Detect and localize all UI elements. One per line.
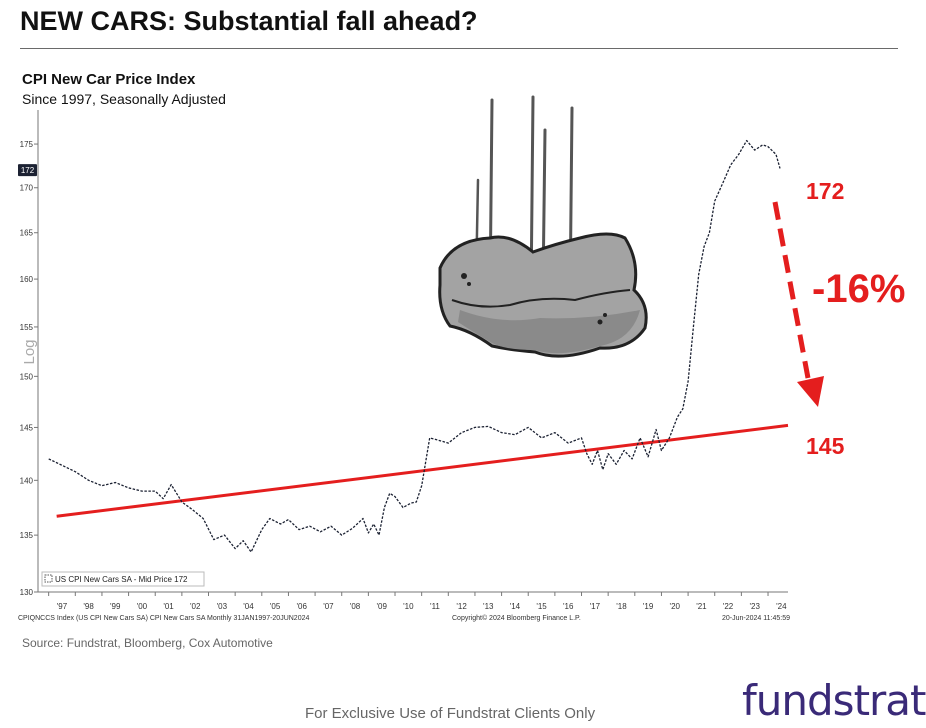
- x-tick-label: '08: [350, 602, 361, 611]
- x-tick-label: '19: [643, 602, 654, 611]
- bloomberg-copyright: Copyright© 2024 Bloomberg Finance L.P.: [452, 614, 581, 622]
- legend-box: [41, 571, 205, 587]
- chart-subtitle: Since 1997, Seasonally Adjusted: [22, 91, 226, 107]
- x-tick-label: '12: [456, 602, 467, 611]
- x-tick-label: '22: [723, 602, 734, 611]
- last-price-tag: [18, 164, 37, 177]
- x-tick-label: '06: [297, 602, 308, 611]
- x-tick-label: '11: [430, 602, 440, 611]
- fundstrat-logo: fundstrat: [742, 676, 926, 725]
- x-tick-label: '24: [776, 602, 787, 611]
- x-tick-label: '05: [270, 602, 281, 611]
- rock-pit: [461, 273, 467, 279]
- y-tick-label: 175: [20, 140, 34, 149]
- rock-crack: [451, 289, 631, 308]
- x-tick-label: '17: [590, 602, 601, 611]
- bloomberg-timestamp: 20-Jun-2024 11:45:59: [722, 615, 790, 622]
- title-divider: [20, 48, 898, 49]
- y-tick-label: 165: [20, 229, 34, 238]
- x-tick-label: '01: [163, 602, 174, 611]
- y-tick-label: 160: [20, 275, 34, 284]
- start-value-label: 172: [806, 178, 844, 204]
- x-tick-label: '13: [483, 602, 494, 611]
- x-tick-label: '18: [616, 602, 627, 611]
- x-tick-label: '97: [57, 602, 68, 611]
- x-tick-label: '98: [83, 602, 94, 611]
- cpi-new-cars-line: [48, 139, 781, 553]
- y-tick-label: 145: [20, 423, 34, 432]
- y-tick-label: 155: [20, 323, 34, 332]
- plot-area: [48, 139, 789, 553]
- disclaimer-text: For Exclusive Use of Fundstrat Clients O…: [305, 705, 596, 722]
- y-tick-label: 130: [20, 588, 34, 597]
- x-tick-label: '10: [403, 602, 414, 611]
- rock-pit: [597, 319, 603, 325]
- falling-rock-illustration: [438, 95, 648, 358]
- percent-change-label: -16%: [812, 267, 905, 311]
- rock-pit: [603, 313, 607, 317]
- chart-axes: 130 135 140 145 150 155 160 165 170 175 Log 172 '97 '…: [18, 110, 790, 622]
- x-tick-label: '14: [510, 602, 521, 611]
- x-tick-label: '15: [536, 602, 547, 611]
- x-tick-label: '02: [190, 602, 201, 611]
- chart-annotations: 172 145 -16%: [772, 178, 905, 459]
- y-tick-label: 135: [20, 531, 34, 540]
- x-tick-label: '16: [563, 602, 574, 611]
- trend-line: [56, 423, 789, 518]
- x-tick-label: '09: [376, 602, 387, 611]
- source-note: Source: Fundstrat, Bloomberg, Cox Automo…: [22, 636, 273, 650]
- x-tick-label: '23: [749, 602, 760, 611]
- decline-arrow-head: [797, 376, 824, 407]
- last-price-tag-label: 172: [21, 166, 35, 175]
- x-tick-label: '20: [670, 602, 681, 611]
- bloomberg-source-left: CPIQNCCS Index (US CPI New Cars SA) CPI …: [18, 615, 309, 622]
- y-axis-label: Log: [21, 339, 38, 364]
- end-value-label: 145: [806, 433, 845, 459]
- x-tick-label: '99: [110, 602, 121, 611]
- rock-pit: [467, 282, 471, 286]
- x-tick-label: '21: [696, 602, 707, 611]
- legend-swatch: [44, 574, 53, 583]
- x-tick-label: '04: [243, 602, 254, 611]
- legend-label: US CPI New Cars SA - Mid Price 172: [55, 575, 188, 584]
- x-tick-label: '07: [323, 602, 334, 611]
- chart-title: CPI New Car Price Index: [22, 71, 196, 88]
- page-title: NEW CARS: Substantial fall ahead?: [20, 6, 478, 36]
- x-tick-label: '00: [137, 602, 148, 611]
- decline-arrow-shaft: [772, 201, 811, 379]
- y-tick-label: 150: [20, 372, 34, 381]
- y-tick-label: 140: [20, 476, 34, 485]
- rock-shadow: [458, 310, 640, 354]
- x-tick-label: '03: [217, 602, 228, 611]
- y-tick-label: 170: [20, 184, 34, 193]
